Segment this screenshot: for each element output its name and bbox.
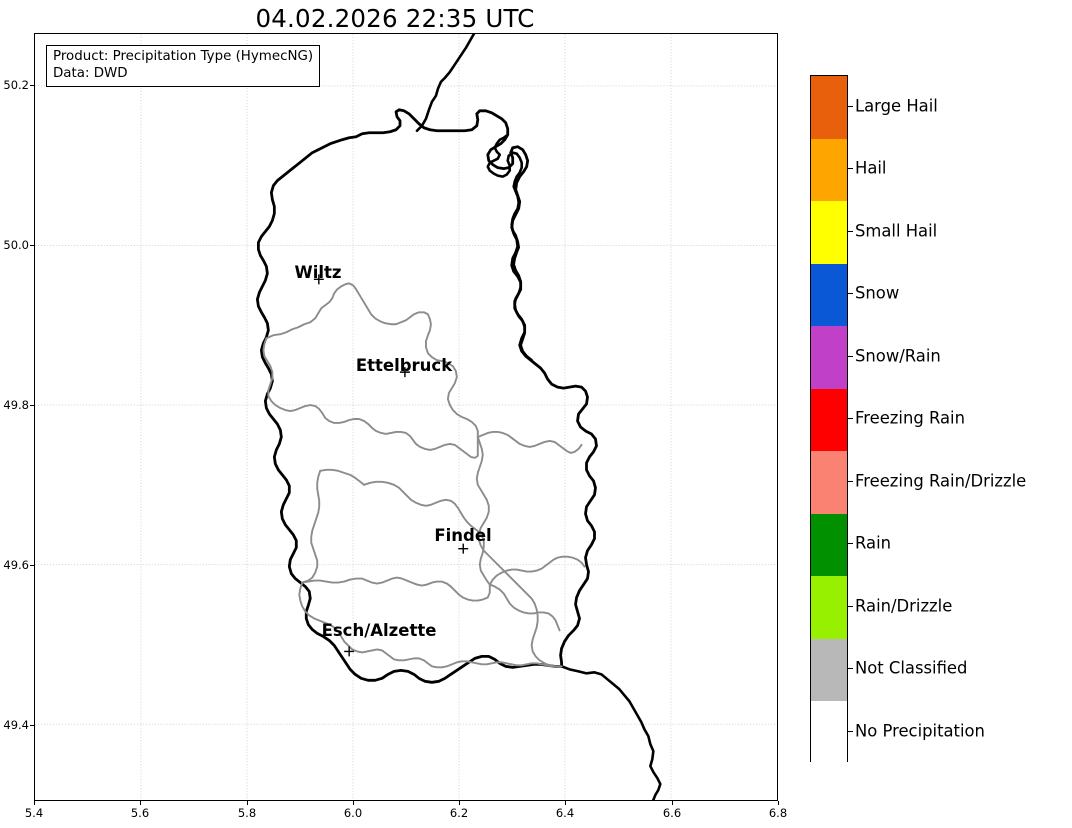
canton-borders <box>262 282 586 669</box>
xtick-mark <box>140 801 141 805</box>
ytick-mark <box>30 85 34 86</box>
colorbar-tick <box>848 481 853 483</box>
colorbar-swatch-freezing-rain-drizzle[interactable] <box>811 451 847 514</box>
ytick-mark <box>30 245 34 246</box>
colorbar-label-not-classified: Not Classified <box>855 658 968 678</box>
ytick-label: 50.0 <box>3 238 29 252</box>
ytick-mark <box>30 725 34 726</box>
xtick-mark <box>778 801 779 805</box>
xtick-mark <box>459 801 460 805</box>
colorbar-tick <box>848 668 853 670</box>
ytick-label: 49.8 <box>3 398 29 412</box>
colorbar-tick <box>848 106 853 108</box>
city-markers <box>313 274 469 657</box>
city-name-ettelbruck: Ettelbruck <box>355 356 453 375</box>
xtick-mark <box>353 801 354 805</box>
xtick-mark <box>247 801 248 805</box>
colorbar-tick <box>848 168 853 170</box>
city-name-esch-alzette: Esch/Alzette <box>321 621 437 640</box>
ytick-label: 49.4 <box>3 718 29 732</box>
colorbar-label-freezing-rain: Freezing Rain <box>855 408 965 428</box>
colorbar-swatch-large-hail[interactable] <box>811 76 847 139</box>
xtick-label: 5.8 <box>237 806 257 820</box>
city-label-wiltz: Wiltz <box>294 264 341 282</box>
colorbar-label-small-hail: Small Hail <box>855 221 938 241</box>
product-info-box: Product: Precipitation Type (HymecNG) Da… <box>46 45 321 87</box>
map-plot-area[interactable]: Product: Precipitation Type (HymecNG) Da… <box>34 33 778 801</box>
city-name-wiltz: Wiltz <box>294 263 342 282</box>
colorbar-swatch-snow[interactable] <box>811 263 847 326</box>
xtick-label: 6.6 <box>662 806 682 820</box>
colorbar-swatch-small-hail[interactable] <box>811 201 847 264</box>
colorbar-label-freezing-rain-drizzle: Freezing Rain/Drizzle <box>855 471 1027 491</box>
xtick-label: 6.2 <box>449 806 469 820</box>
colorbar-label-snow: Snow <box>855 283 900 303</box>
city-label-ettelbruck: Ettelbruck <box>356 357 452 375</box>
colorbar-label-snow-rain: Snow/Rain <box>855 346 941 366</box>
colorbar-swatch-rain[interactable] <box>811 513 847 576</box>
xtick-mark <box>672 801 673 805</box>
xtick-mark <box>565 801 566 805</box>
colorbar-swatch-hail[interactable] <box>811 138 847 201</box>
xtick-mark <box>34 801 35 805</box>
ytick-label: 50.2 <box>3 78 29 92</box>
map-graphic <box>35 34 777 800</box>
xtick-label: 6.4 <box>555 806 575 820</box>
colorbar-label-rain-drizzle: Rain/Drizzle <box>855 596 953 616</box>
colorbar-swatch-rain-drizzle[interactable] <box>811 576 847 639</box>
colorbar-swatch-snow-rain[interactable] <box>811 326 847 389</box>
city-label-findel: Findel <box>434 527 491 545</box>
colorbar-tick <box>848 356 853 358</box>
colorbar-tick <box>848 606 853 608</box>
luxembourg-national-border <box>256 108 598 684</box>
grid-lines <box>35 34 777 800</box>
colorbar-tick <box>848 731 853 733</box>
info-data-line: Data: DWD <box>53 65 128 81</box>
colorbar-tick <box>848 543 853 545</box>
ytick-mark <box>30 405 34 406</box>
international-border-lines <box>415 34 662 800</box>
eastern-river-border-detail <box>486 133 533 362</box>
colorbar-tick <box>848 418 853 420</box>
info-product-line: Product: Precipitation Type (HymecNG) <box>53 49 314 64</box>
xtick-label: 6.0 <box>343 806 363 820</box>
ytick-mark <box>30 565 34 566</box>
page-title: 04.02.2026 22:35 UTC <box>255 4 535 33</box>
colorbar-label-rain: Rain <box>855 533 892 553</box>
city-label-esch-alzette: Esch/Alzette <box>322 622 437 640</box>
ytick-label: 49.6 <box>3 558 29 572</box>
colorbar-swatch-not-classified[interactable] <box>811 638 847 701</box>
colorbar-label-no-precipitation: No Precipitation <box>855 721 985 741</box>
colorbar-swatch-freezing-rain[interactable] <box>811 388 847 451</box>
colorbar-tick <box>848 231 853 233</box>
colorbar-tick <box>848 293 853 295</box>
colorbar-swatch-no-precipitation[interactable] <box>811 701 847 763</box>
xtick-label: 5.6 <box>130 806 150 820</box>
colorbar-label-hail: Hail <box>855 158 887 178</box>
xtick-label: 5.4 <box>24 806 44 820</box>
precipitation-type-colorbar[interactable] <box>810 75 848 763</box>
city-name-findel: Findel <box>434 526 492 545</box>
xtick-label: 6.8 <box>768 806 788 820</box>
colorbar-label-large-hail: Large Hail <box>855 96 938 116</box>
